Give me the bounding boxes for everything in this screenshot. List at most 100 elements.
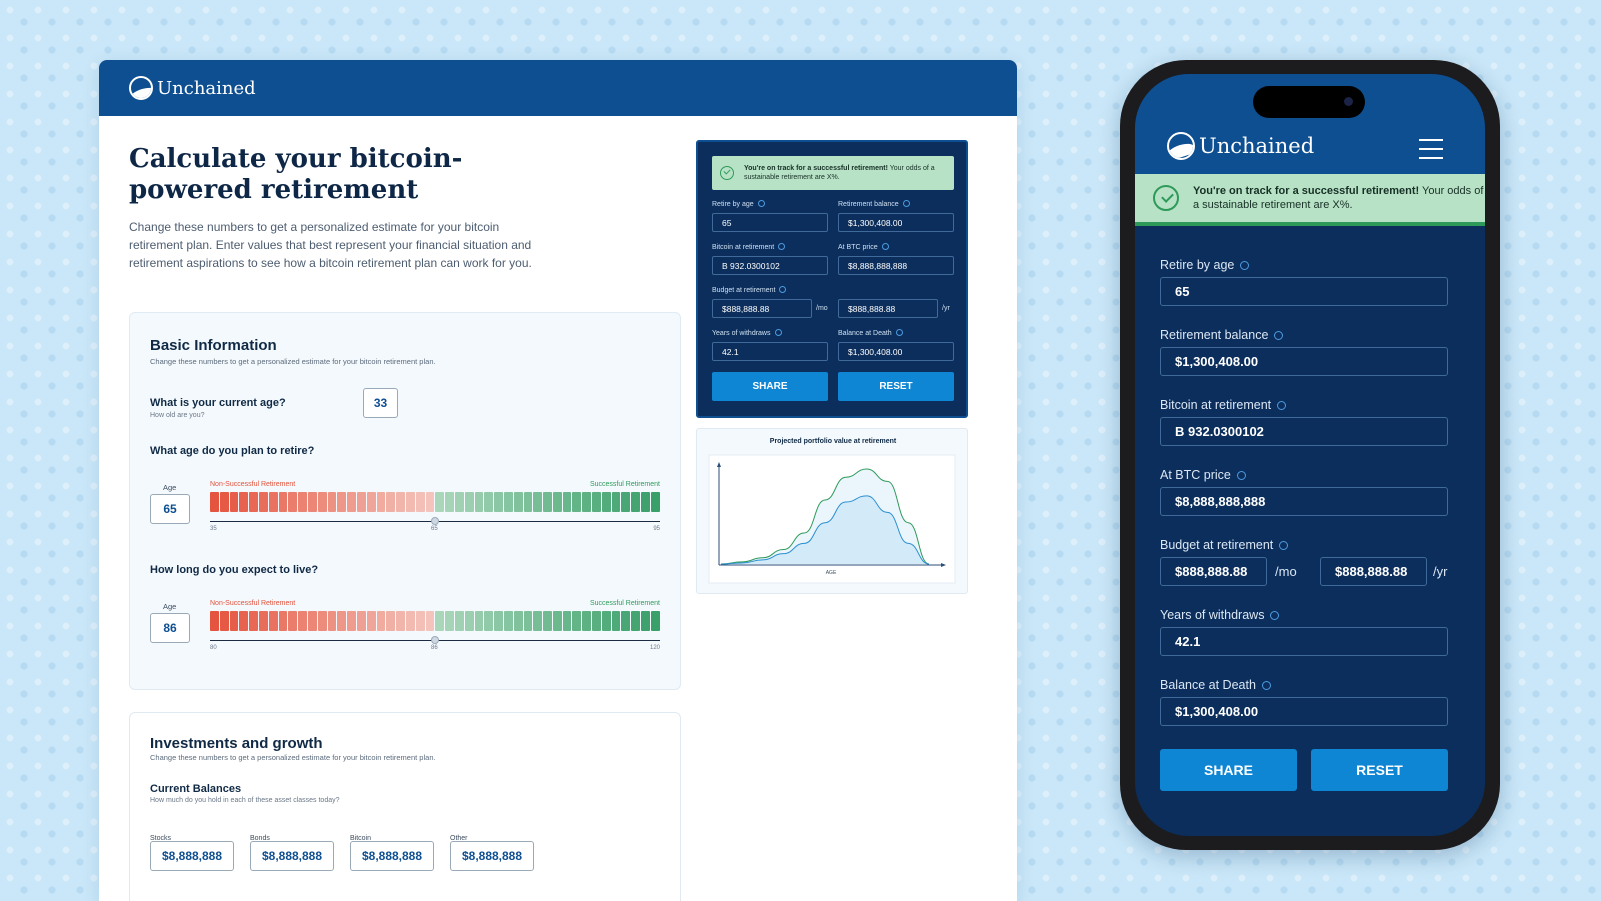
retire-by-age-field[interactable]: 65 bbox=[712, 213, 828, 232]
odds-bar bbox=[621, 492, 631, 512]
mobile-reset-button[interactable]: RESET bbox=[1311, 749, 1448, 791]
retirement-odds-bars bbox=[210, 492, 660, 512]
mobile-balance-at-death-field[interactable]: $1,300,408.00 bbox=[1160, 697, 1448, 726]
mobile-budget-yearly-field[interactable]: $888,888.88 bbox=[1320, 557, 1427, 586]
odds-bar bbox=[337, 611, 347, 631]
non-successful-label: Non-Successful Retirement bbox=[210, 600, 296, 607]
page-intro: Change these numbers to get a personaliz… bbox=[129, 220, 532, 270]
banner-detail: Your odds of a sustainable retirement ar… bbox=[1193, 185, 1484, 211]
odds-bar bbox=[298, 611, 307, 631]
btc-price-field[interactable]: $8,888,888,888 bbox=[838, 256, 954, 275]
mobile-retire-by-age-field[interactable]: 65 bbox=[1160, 277, 1448, 306]
odds-bar bbox=[219, 492, 229, 512]
odds-bar bbox=[239, 492, 249, 512]
odds-bar bbox=[258, 611, 268, 631]
info-icon[interactable] bbox=[1236, 471, 1246, 480]
slider-thumb[interactable] bbox=[431, 636, 439, 644]
per-month-unit: /mo bbox=[816, 305, 828, 312]
odds-bar bbox=[543, 492, 552, 512]
years-of-withdraws-field[interactable]: 42.1 bbox=[712, 342, 828, 361]
mobile-years-field[interactable]: 42.1 bbox=[1160, 627, 1448, 656]
mobile-budget-monthly-field[interactable]: $888,888.88 bbox=[1160, 557, 1267, 586]
odds-bar bbox=[366, 492, 376, 512]
budget-label: Budget at retirement bbox=[712, 286, 787, 294]
odds-bar bbox=[484, 611, 494, 631]
slider-thumb[interactable] bbox=[431, 517, 439, 525]
mobile-btc-price-field[interactable]: $8,888,888,888 bbox=[1160, 487, 1448, 516]
brand-name: Unchained bbox=[157, 77, 256, 99]
odds-bar bbox=[494, 611, 503, 631]
retirement-balance-field[interactable]: $1,300,408.00 bbox=[838, 213, 954, 232]
info-icon[interactable] bbox=[1261, 681, 1271, 690]
hamburger-menu-icon[interactable] bbox=[1419, 139, 1443, 159]
info-icon[interactable] bbox=[1274, 331, 1284, 340]
info-icon[interactable] bbox=[1270, 611, 1280, 620]
current-balances-hint: How much do you hold in each of these as… bbox=[150, 797, 340, 804]
info-icon[interactable] bbox=[1240, 261, 1250, 270]
non-successful-label: Non-Successful Retirement bbox=[210, 481, 296, 488]
info-icon[interactable] bbox=[774, 329, 782, 336]
mobile-brand-name: Unchained bbox=[1199, 134, 1315, 158]
odds-bar bbox=[562, 611, 572, 631]
mobile-share-button[interactable]: SHARE bbox=[1160, 749, 1297, 791]
current-age-input[interactable]: 33 bbox=[363, 388, 398, 418]
share-button[interactable]: SHARE bbox=[712, 372, 828, 401]
current-age-question: What is your current age? bbox=[150, 397, 286, 409]
odds-bar bbox=[317, 611, 327, 631]
info-icon[interactable] bbox=[778, 243, 786, 250]
balance-at-death-field[interactable]: $1,300,408.00 bbox=[838, 342, 954, 361]
retire-age-slider[interactable]: Non-Successful Retirement Successful Reti… bbox=[210, 481, 660, 538]
successful-label: Successful Retirement bbox=[589, 481, 660, 488]
brand-logo[interactable]: Unchained bbox=[129, 76, 256, 100]
success-banner: You're on track for a successful retirem… bbox=[712, 156, 954, 190]
odds-bar bbox=[376, 492, 386, 512]
odds-bar bbox=[288, 611, 298, 631]
bitcoin-at-retirement-field[interactable]: B 932.0300102 bbox=[712, 256, 828, 275]
current-age-hint: How old are you? bbox=[150, 412, 205, 419]
odds-bar bbox=[317, 492, 327, 512]
reset-button[interactable]: RESET bbox=[838, 372, 954, 401]
odds-bar bbox=[445, 492, 454, 512]
odds-bar bbox=[601, 492, 611, 512]
info-icon[interactable] bbox=[1279, 541, 1289, 550]
mobile-bitcoin-field[interactable]: B 932.0300102 bbox=[1160, 417, 1448, 446]
slider-track bbox=[210, 517, 660, 525]
chart-series-group bbox=[720, 468, 930, 565]
odds-bar bbox=[503, 492, 513, 512]
life-age-input[interactable]: 86 bbox=[150, 613, 190, 643]
retirement-odds-bars bbox=[210, 611, 660, 631]
odds-bar bbox=[327, 611, 337, 631]
odds-bar bbox=[641, 611, 650, 631]
mobile-per-month-unit: /mo bbox=[1275, 564, 1297, 579]
budget-monthly-field[interactable]: $888,888.88 bbox=[712, 299, 812, 318]
odds-bar bbox=[249, 492, 258, 512]
odds-bar bbox=[298, 492, 307, 512]
bitcoin-input[interactable]: $8,888,888 bbox=[350, 841, 434, 871]
slider-track bbox=[210, 636, 660, 644]
odds-bar bbox=[386, 492, 396, 512]
odds-bar bbox=[435, 611, 445, 631]
series-line-0 bbox=[720, 468, 930, 565]
odds-bar bbox=[307, 492, 317, 512]
info-icon[interactable] bbox=[757, 200, 765, 207]
budget-yearly-field[interactable]: $888,888.88 bbox=[838, 299, 938, 318]
bonds-input[interactable]: $8,888,888 bbox=[250, 841, 334, 871]
mobile-retirement-balance-field[interactable]: $1,300,408.00 bbox=[1160, 347, 1448, 376]
odds-bar bbox=[474, 492, 484, 512]
odds-bar bbox=[415, 492, 425, 512]
info-icon[interactable] bbox=[1277, 401, 1287, 410]
mobile-brand-logo[interactable]: Unchained bbox=[1167, 132, 1314, 160]
odds-bar bbox=[484, 492, 494, 512]
info-icon[interactable] bbox=[881, 243, 889, 250]
logo-icon bbox=[1167, 132, 1195, 160]
bitcoin-at-retirement-label: Bitcoin at retirement bbox=[712, 243, 786, 251]
stocks-input[interactable]: $8,888,888 bbox=[150, 841, 234, 871]
retire-age-input[interactable]: 65 bbox=[150, 494, 190, 524]
info-icon[interactable] bbox=[779, 286, 787, 293]
odds-bar bbox=[572, 611, 582, 631]
info-icon[interactable] bbox=[895, 329, 903, 336]
life-age-slider[interactable]: Non-Successful Retirement Successful Reti… bbox=[210, 600, 660, 657]
info-icon[interactable] bbox=[902, 200, 910, 207]
other-input[interactable]: $8,888,888 bbox=[450, 841, 534, 871]
odds-bar bbox=[592, 611, 601, 631]
